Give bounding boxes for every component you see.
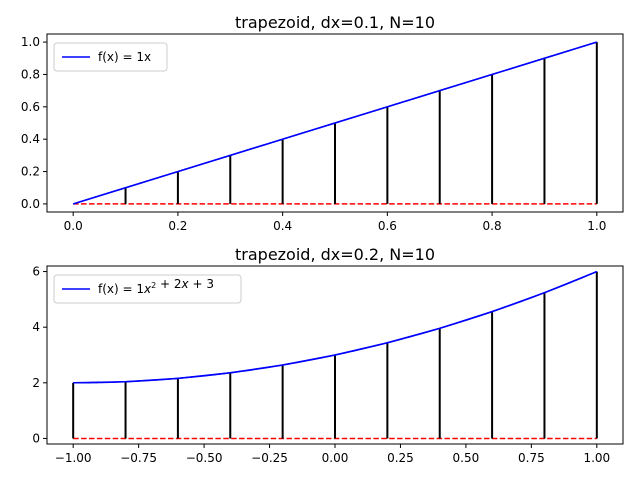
y-tick-label: 4	[32, 320, 40, 334]
x-tick-label: 0.2	[168, 219, 187, 233]
legend-box	[53, 274, 242, 304]
x-tick-label: 0.75	[518, 451, 545, 465]
plot-area	[72, 270, 598, 440]
x-tick-label: −1.00	[55, 451, 92, 465]
subplot-title: trapezoid, dx=0.2, N=10	[235, 245, 435, 264]
x-tick-label: 0.25	[387, 451, 414, 465]
x-tick-label: −0.25	[251, 451, 288, 465]
x-tick-label: 1.0	[587, 219, 606, 233]
x-tick-label: 0.6	[378, 219, 397, 233]
subplot-title: trapezoid, dx=0.1, N=10	[235, 13, 435, 32]
subplot-2: trapezoid, dx=0.2, N=10 −1.00 −0.75 −0.50 −0…	[32, 245, 624, 465]
function-curve	[73, 270, 598, 384]
y-tick-label: 0.0	[21, 197, 40, 211]
x-tick-label: −0.75	[120, 451, 157, 465]
x-tick-label: 1.00	[583, 451, 610, 465]
subplot-1: trapezoid, dx=0.1, N=10 0.0 0.2 0.4 0.6 0.8 1.…	[21, 13, 624, 233]
x-tick-label: 0.0	[64, 219, 83, 233]
y-tick-label: 2	[32, 376, 40, 390]
legend-label: f(x) = 1x	[98, 50, 151, 64]
x-tick-label: 0.8	[483, 219, 502, 233]
function-curve	[72, 41, 598, 205]
y-tick-label: 0.8	[21, 67, 40, 81]
y-tick-label: 0.6	[21, 100, 40, 114]
plot-area	[72, 41, 598, 205]
legend-label: f(x) = 1x2 + 2x + 3	[98, 277, 214, 296]
legend: f(x) = 1x2 + 2x + 3	[53, 274, 242, 304]
y-tick-label: 6	[32, 265, 40, 279]
x-tick-label: 0.4	[273, 219, 292, 233]
y-tick-label: 0.2	[21, 165, 40, 179]
x-tick-label: −0.50	[186, 451, 223, 465]
legend: f(x) = 1x	[53, 42, 168, 72]
y-tick-label: 0.4	[21, 132, 40, 146]
x-tick-label: 0.50	[453, 451, 480, 465]
y-tick-label: 0	[32, 431, 40, 445]
x-tick-label: 0.00	[322, 451, 349, 465]
legend-box	[53, 42, 168, 72]
y-tick-label: 1.0	[21, 35, 40, 49]
axes-frame	[46, 33, 624, 213]
